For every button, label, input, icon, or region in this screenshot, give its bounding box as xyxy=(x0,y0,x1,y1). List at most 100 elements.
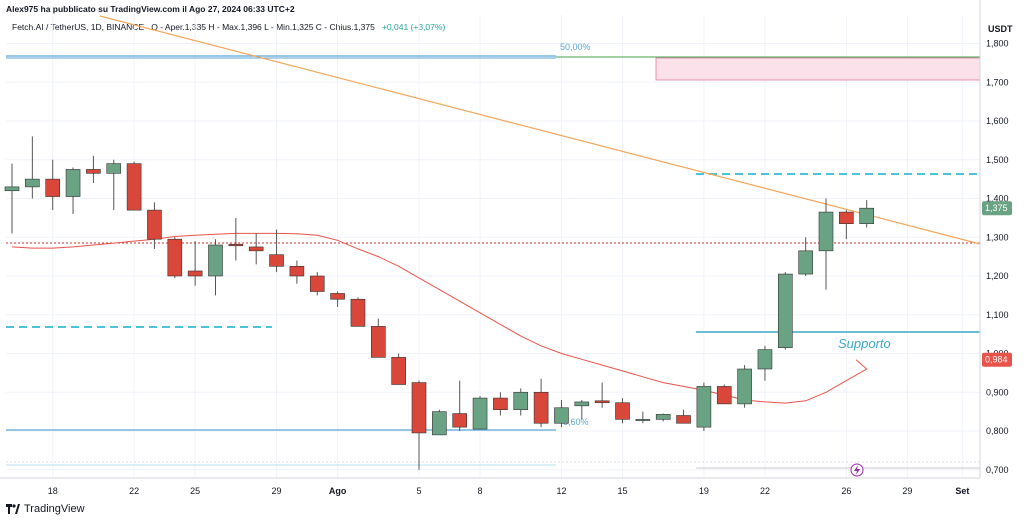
candle-body xyxy=(635,419,651,421)
fib-low-label: 8,60% xyxy=(563,417,589,427)
candle-body xyxy=(269,254,284,267)
candle-body xyxy=(370,326,386,358)
candle xyxy=(147,202,162,249)
candle xyxy=(574,400,590,420)
x-tick-label: 26 xyxy=(841,486,851,496)
candle-body xyxy=(187,270,203,277)
x-tick-label: 22 xyxy=(760,486,770,496)
candle xyxy=(493,392,508,416)
candle-body xyxy=(574,401,590,407)
candle xyxy=(391,353,406,385)
candle xyxy=(635,411,651,424)
candle xyxy=(777,272,793,350)
candle-body xyxy=(513,391,529,410)
lightning-bolt xyxy=(854,465,860,475)
x-tick-label: 25 xyxy=(190,486,200,496)
symbol-title: Fetch.AI / TetherUS, 1D, BINANCE xyxy=(12,22,145,32)
grid xyxy=(6,15,980,478)
tradingview-logo-icon xyxy=(6,504,20,514)
candle xyxy=(757,345,773,381)
candle-body xyxy=(289,266,305,277)
x-tick-label: Ago xyxy=(329,486,347,496)
candle xyxy=(839,210,854,240)
candle-body xyxy=(228,243,244,247)
change-value: +0,041 (+3,07%) xyxy=(381,22,446,32)
candles xyxy=(4,136,875,470)
candle-body xyxy=(655,414,671,420)
candle xyxy=(676,409,691,424)
candle xyxy=(452,380,468,431)
y-tick-label: 1,500 xyxy=(986,155,1009,165)
candle-body xyxy=(716,386,732,405)
last-price-box xyxy=(982,201,1012,216)
candle-body xyxy=(615,402,630,420)
candle xyxy=(370,318,386,358)
x-tick-label: 29 xyxy=(902,486,912,496)
y-tick-label: 0,700 xyxy=(986,465,1009,475)
y-tick-label: 1,800 xyxy=(986,39,1009,49)
x-tick-label: 19 xyxy=(699,486,709,496)
candle xyxy=(228,217,244,261)
candle xyxy=(65,167,81,214)
candle xyxy=(554,400,569,428)
candle-body xyxy=(126,163,142,211)
y-tick-label: 1,200 xyxy=(986,271,1009,281)
candle xyxy=(208,239,223,296)
x-tick-label: 8 xyxy=(478,486,483,496)
candle-body xyxy=(65,169,81,197)
candle xyxy=(86,155,101,183)
symbol-info: Fetch.AI / TetherUS, 1D, BINANCE O - Ape… xyxy=(12,22,445,32)
tradingview-brand: TradingView xyxy=(24,503,85,515)
candle xyxy=(432,409,447,436)
candle-body xyxy=(4,186,20,192)
candle-body xyxy=(493,397,508,410)
x-tick-label: 5 xyxy=(416,486,421,496)
candle xyxy=(411,380,427,470)
candle xyxy=(655,413,671,422)
candle xyxy=(248,233,264,265)
trend-line xyxy=(99,15,981,245)
candle-body xyxy=(208,244,223,277)
last-price-tag: 1,375 xyxy=(982,201,1012,216)
ma-price-box xyxy=(982,352,1012,367)
candle-body xyxy=(696,386,712,428)
candle xyxy=(269,229,284,273)
candle xyxy=(859,200,875,228)
y-tick-label: 1,400 xyxy=(986,194,1009,204)
candle xyxy=(513,388,529,416)
candle-body xyxy=(350,298,366,327)
tradingview-footer[interactable]: TradingView xyxy=(6,503,85,515)
candle-body xyxy=(452,413,468,428)
publisher-line: Alex975 ha pubblicato su TradingView.com… xyxy=(6,4,295,14)
candle-body xyxy=(777,273,793,348)
candle-body xyxy=(676,415,691,424)
axes: 1,800 1,700 1,600 1,500 1,400 1,300 1,200 1,100… xyxy=(0,0,1013,496)
support-label: Supporto xyxy=(838,336,891,351)
candle-body xyxy=(248,246,264,252)
candle xyxy=(126,161,142,211)
x-tick-label: 18 xyxy=(48,486,58,496)
chart-overlays: 50,00% 8,60% Supporto xyxy=(6,15,981,469)
candle xyxy=(4,163,20,234)
candle-body xyxy=(106,163,122,174)
ohlc-values: O - Aper.1,335 H - Max.1,396 L - Min.1,3… xyxy=(151,22,375,32)
candle xyxy=(798,237,813,276)
candle xyxy=(25,136,40,199)
y-tick-label: 1,700 xyxy=(986,77,1009,87)
candle-body xyxy=(472,397,488,430)
currency-label: USDT xyxy=(988,24,1013,34)
y-tick-label: 0,800 xyxy=(986,426,1009,436)
y-tick-label: 1,100 xyxy=(986,310,1009,320)
y-tick-label: 1,600 xyxy=(986,116,1009,126)
candle-body xyxy=(757,349,773,370)
candle xyxy=(615,398,630,424)
candle-body xyxy=(432,411,447,436)
ma-price-tag: 0,984 xyxy=(982,352,1012,367)
candle xyxy=(818,198,834,290)
candle xyxy=(716,384,732,405)
lightning-icon xyxy=(850,463,864,477)
candle-body xyxy=(45,178,61,197)
resistance-zone xyxy=(655,57,981,81)
candle-body xyxy=(330,293,345,300)
